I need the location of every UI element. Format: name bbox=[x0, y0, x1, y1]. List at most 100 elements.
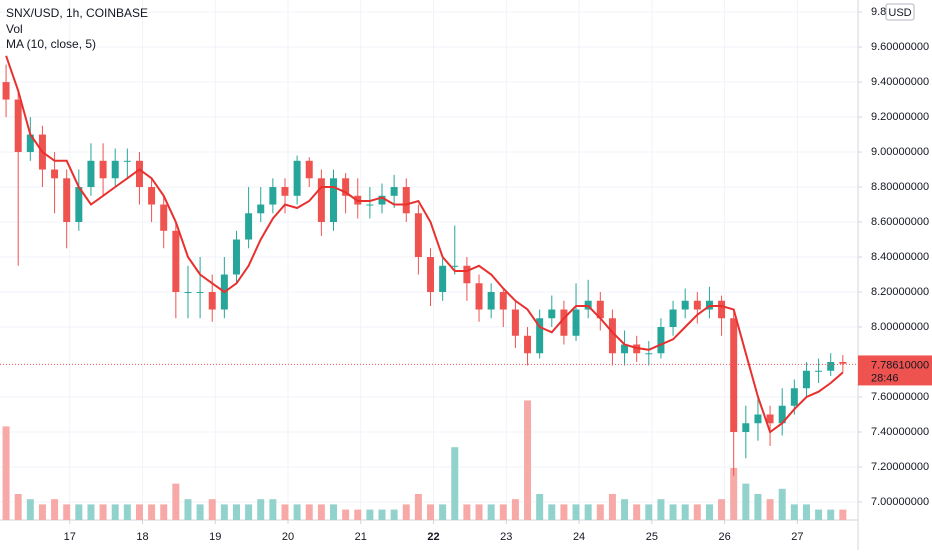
volume-bar bbox=[184, 499, 192, 520]
volume-bar bbox=[378, 509, 386, 520]
candle-body bbox=[196, 292, 204, 294]
candle-body bbox=[572, 309, 580, 336]
candle-body bbox=[305, 160, 313, 179]
volume-bar bbox=[705, 504, 713, 520]
volume-bar bbox=[123, 504, 131, 520]
candle-body bbox=[560, 309, 568, 336]
candle-body bbox=[475, 283, 483, 310]
volume-bar bbox=[232, 504, 240, 520]
x-tick-label: 18 bbox=[136, 531, 148, 543]
candle-body bbox=[269, 187, 277, 205]
candle-body bbox=[245, 213, 253, 240]
y-tick-label: 7.20000000 bbox=[871, 461, 929, 473]
candle-body bbox=[730, 318, 738, 432]
volume-bar bbox=[220, 504, 228, 520]
volume-bar bbox=[390, 509, 398, 520]
volume-bar bbox=[730, 468, 738, 520]
candle-body bbox=[378, 195, 386, 205]
volume-bar bbox=[208, 499, 216, 520]
volume-bar bbox=[536, 494, 544, 520]
volume-bar bbox=[366, 509, 374, 520]
volume-bar bbox=[463, 504, 471, 520]
candle-body bbox=[99, 160, 107, 179]
last-price-box bbox=[858, 355, 932, 386]
candle-body bbox=[463, 265, 471, 284]
currency[interactable]: USD bbox=[888, 7, 911, 19]
candle-body bbox=[87, 160, 95, 188]
volume-bar bbox=[584, 504, 592, 520]
volume-bar bbox=[402, 504, 410, 520]
volume-bar bbox=[681, 504, 689, 520]
candle-body bbox=[596, 300, 604, 319]
candle-body bbox=[26, 134, 34, 153]
volume-bar bbox=[317, 504, 325, 520]
volume-bar bbox=[839, 509, 847, 520]
candle-body bbox=[754, 414, 762, 424]
volume-bar bbox=[633, 504, 641, 520]
candle-body bbox=[439, 265, 447, 293]
candle-body bbox=[390, 187, 398, 196]
x-tick-label: 19 bbox=[209, 531, 221, 543]
candle-body bbox=[621, 344, 629, 354]
candle-body bbox=[839, 362, 847, 364]
candle-layer bbox=[2, 55, 847, 476]
candle-body bbox=[499, 292, 507, 310]
candle-body bbox=[329, 178, 337, 223]
candle-body bbox=[75, 187, 83, 223]
candle-body bbox=[232, 239, 240, 275]
candle-body bbox=[536, 318, 544, 354]
volume-bar bbox=[111, 504, 119, 520]
volume-legend: Vol bbox=[6, 22, 23, 36]
x-tick-label: 20 bbox=[282, 531, 294, 543]
volume-bar bbox=[87, 504, 95, 520]
candle-body bbox=[402, 187, 410, 214]
y-tick-label: 7.00000000 bbox=[871, 496, 929, 508]
currency-box[interactable] bbox=[885, 3, 915, 21]
ma-line bbox=[5, 55, 844, 434]
volume-bar bbox=[548, 504, 556, 520]
volume-bar bbox=[305, 504, 313, 520]
volume-bar bbox=[439, 504, 447, 520]
volume-bar bbox=[427, 504, 435, 520]
candle-body bbox=[342, 178, 350, 196]
candle-body bbox=[815, 370, 823, 372]
candle-body bbox=[414, 213, 422, 258]
volume-bar bbox=[257, 499, 265, 520]
candle-body bbox=[511, 309, 519, 336]
volume-bar bbox=[742, 483, 750, 520]
candle-body bbox=[827, 362, 835, 371]
candle-body bbox=[135, 160, 143, 188]
volume-bar bbox=[645, 504, 653, 520]
candle-body bbox=[366, 204, 374, 206]
volume-bar bbox=[608, 494, 616, 520]
ma-legend: MA (10, close, 5) bbox=[6, 37, 96, 51]
candle-body bbox=[160, 204, 168, 231]
candle-body bbox=[693, 300, 701, 310]
y-tick-label: 9.8 bbox=[871, 6, 886, 18]
volume-bar bbox=[354, 509, 362, 520]
candle-body bbox=[257, 204, 265, 214]
volume-bar bbox=[281, 504, 289, 520]
countdown: 28:46 bbox=[871, 372, 899, 384]
volume-bar bbox=[499, 504, 507, 520]
volume-bar bbox=[790, 504, 798, 520]
x-tick-label: 23 bbox=[500, 531, 512, 543]
volume-bar bbox=[487, 504, 495, 520]
axes: 7.00000000 7.20000000 7.40000000 7.60000000… bbox=[0, 6, 932, 543]
last-price-label: 7.78610000 bbox=[871, 359, 929, 371]
candle-body bbox=[802, 370, 810, 389]
volume-bar bbox=[269, 499, 277, 520]
x-tick-label: 17 bbox=[64, 531, 76, 543]
y-tick-label: 9.20000000 bbox=[871, 111, 929, 123]
volume-bar bbox=[196, 504, 204, 520]
volume-bar bbox=[245, 504, 253, 520]
volume-bar bbox=[657, 499, 665, 520]
candle-body bbox=[778, 405, 786, 424]
candle-body bbox=[2, 82, 10, 100]
volume-bar bbox=[596, 504, 604, 520]
volume-bar bbox=[572, 504, 580, 520]
volume-bar bbox=[475, 504, 483, 520]
volume-bar bbox=[99, 504, 107, 520]
candle-body bbox=[184, 292, 192, 294]
volume-bar bbox=[815, 509, 823, 520]
